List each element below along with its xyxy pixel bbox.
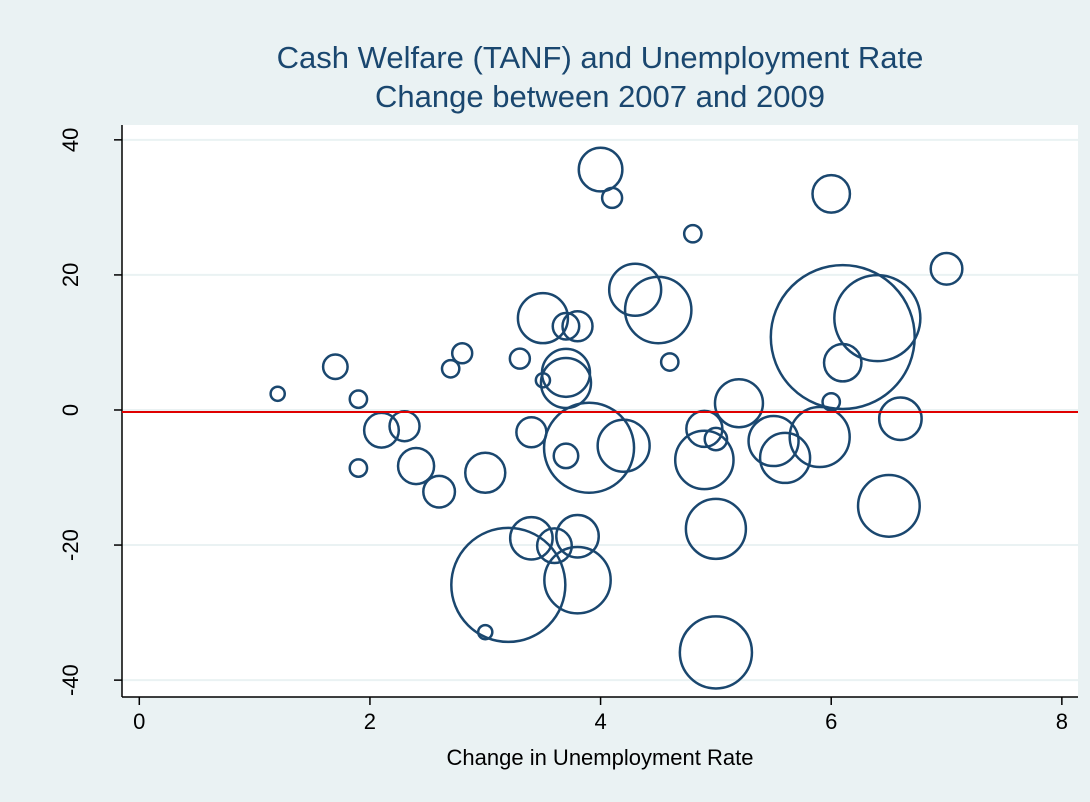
bubble [788,405,851,469]
bubble [542,401,636,495]
chart-title: Cash Welfare (TANF) and Unemployment Rat… [277,40,924,75]
bubble [856,473,921,538]
bubble [577,146,624,193]
chart-subtitle: Change between 2007 and 2009 [375,79,825,114]
bubble [821,391,842,412]
bubble [678,615,754,690]
x-axis-title: Change in Unemployment Rate [447,745,754,770]
bubble [673,429,735,491]
bubble [703,426,729,452]
bubble [769,263,916,411]
bubble [450,526,567,644]
x-tick-label: 4 [594,709,606,734]
bubble [422,474,457,509]
bubble [464,451,507,495]
bubble [623,275,693,345]
bubble [659,352,680,372]
bubble [551,311,581,341]
y-tick-label: 20 [58,263,83,287]
bubble [508,515,554,561]
y-tick-label: -40 [58,664,83,696]
bubble [440,358,461,379]
bubble [929,251,964,286]
bubble [535,527,574,565]
y-tick-label: -20 [58,529,83,561]
bubble [833,273,922,363]
y-tick-label: 0 [58,404,83,416]
bubble [811,173,852,214]
bubble [713,378,765,429]
x-tick-label: 0 [133,709,145,734]
bubble [682,223,703,244]
bubble [747,414,800,468]
bubble [555,513,600,559]
bubble [348,458,369,478]
x-tick-label: 8 [1056,709,1068,734]
plot-area [122,125,1078,697]
x-tick-label: 2 [364,709,376,734]
x-tick-label: 6 [825,709,837,734]
bubble [552,442,580,470]
bubble [543,545,612,615]
bubble [561,309,594,343]
bubble [600,186,624,210]
bubble [607,262,663,318]
y-tick-label: 40 [58,128,83,152]
bubble [877,396,923,442]
bubble [269,385,287,403]
bubble [450,342,474,365]
bubble [684,497,748,561]
bubble [508,347,532,370]
bubble [516,291,570,345]
bubble [758,431,812,485]
bubble [348,389,369,410]
bubble [396,446,436,486]
bubble [321,353,349,381]
bubble [596,418,651,474]
